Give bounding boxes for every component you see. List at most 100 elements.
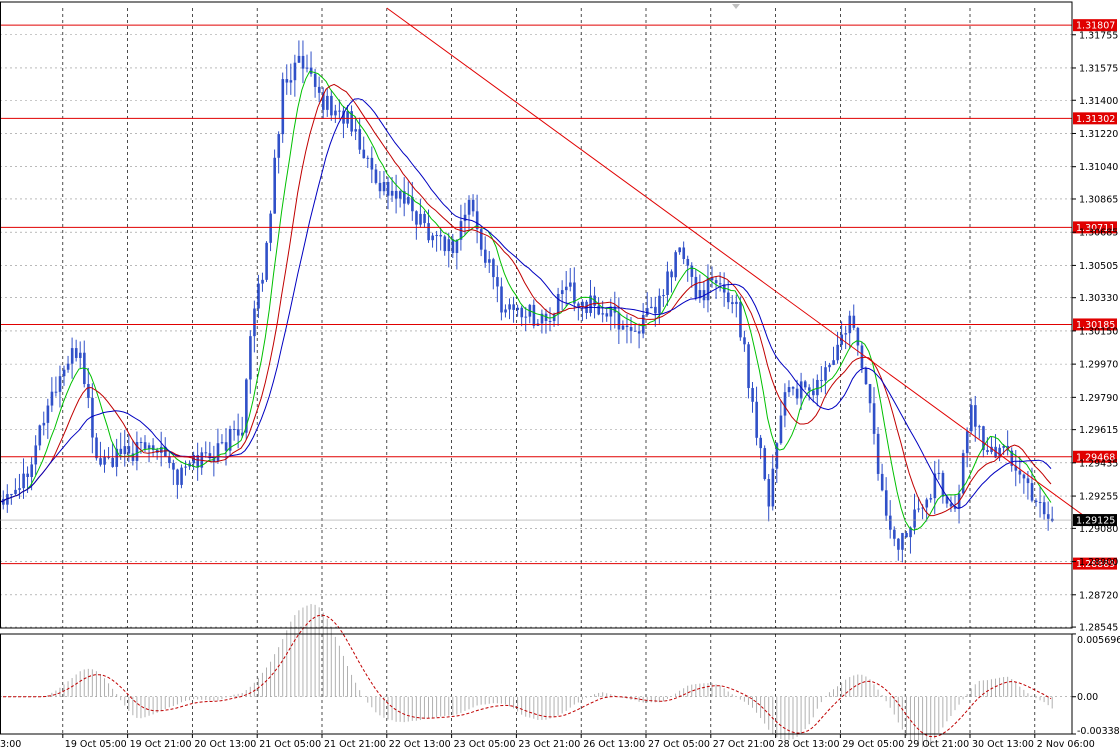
candle-body-1 — [2, 498, 5, 505]
candle-body-122 — [492, 259, 495, 278]
candle-body-30 — [119, 448, 123, 455]
candle-body-253 — [1022, 474, 1026, 479]
candle-body-136 — [548, 320, 552, 322]
candle-body-181 — [731, 302, 734, 305]
candle-body-61 — [245, 379, 248, 433]
candle-body-188 — [759, 437, 762, 449]
price-tick-label-16: 1.28900 — [1079, 557, 1118, 568]
candle-body-246 — [994, 446, 997, 458]
candle-body-245 — [990, 446, 993, 453]
candle-body-107 — [431, 235, 434, 241]
candle-body-49 — [196, 455, 200, 468]
candle-body-138 — [556, 294, 560, 315]
candle-body-32 — [127, 446, 131, 454]
candle-body-35 — [139, 441, 143, 443]
candle-body-62 — [249, 336, 252, 380]
candle-body-214 — [864, 368, 868, 385]
price-tick-label-4: 1.31040 — [1079, 162, 1118, 173]
candle-body-141 — [569, 282, 572, 287]
current-price-label: 1.29125 — [1076, 516, 1115, 527]
candle-body-97 — [390, 190, 394, 196]
candle-body-51 — [204, 452, 208, 454]
candle-body-54 — [216, 443, 220, 462]
time-tick-label-11: 27 Oct 21:00 — [713, 739, 775, 750]
time-tick-label-10: 27 Oct 05:00 — [648, 739, 710, 750]
candle-body-95 — [382, 181, 386, 192]
candle-body-231 — [933, 473, 937, 499]
level-label-bg-1 — [1073, 112, 1117, 125]
candle-body-81 — [326, 95, 329, 110]
candle-body-96 — [386, 181, 390, 196]
candle-body-119 — [479, 229, 483, 250]
candle-body-46 — [184, 466, 187, 468]
candle-body-25 — [99, 458, 102, 465]
candle-body-83 — [334, 110, 337, 116]
candle-body-24 — [95, 437, 98, 459]
candle-body-29 — [115, 448, 119, 467]
candle-body-219 — [884, 490, 888, 516]
candle-body-20 — [79, 352, 82, 358]
candle-body-209 — [844, 333, 848, 335]
candle-body-4 — [14, 489, 17, 494]
time-tick-label-15: 30 Oct 13:00 — [972, 739, 1034, 750]
candle-body-102 — [411, 196, 414, 212]
candle-body-137 — [552, 314, 556, 322]
candle-body-124 — [500, 286, 503, 313]
price-tick-label-14: 1.29255 — [1079, 492, 1118, 503]
horizontal-levels[interactable]: 1.31807 1.31302 1.30711 1.30185 1.29468 1.288… — [0, 19, 1117, 570]
candle-body-94 — [378, 182, 382, 192]
candle-body-45 — [180, 467, 183, 485]
candle-body-212 — [856, 327, 860, 346]
candle-body-71 — [285, 79, 289, 83]
time-tick-label-12: 28 Oct 13:00 — [778, 739, 840, 750]
candle-body-252 — [1018, 470, 1022, 475]
candle-body-248 — [1002, 445, 1005, 448]
candle-body-186 — [751, 388, 754, 402]
candle-body-22 — [87, 384, 90, 398]
candle-body-182 — [735, 301, 738, 305]
candle-body-220 — [889, 515, 892, 530]
candle-body-69 — [277, 134, 281, 158]
candle-body-254 — [1026, 478, 1030, 484]
level-label-2: 1.30711 — [1076, 223, 1115, 234]
grid — [0, 8, 1072, 734]
level-label-1: 1.31302 — [1076, 114, 1115, 125]
time-tick-label-6: 22 Oct 13:00 — [389, 739, 451, 750]
candle-body-123 — [496, 277, 499, 287]
candle-body-111 — [447, 239, 451, 252]
candle-body-206 — [832, 360, 835, 365]
candle-body-40 — [160, 446, 163, 453]
time-tick-label-14: 29 Oct 21:00 — [907, 739, 969, 750]
candle-body-259 — [1046, 514, 1050, 519]
candle-body-10 — [38, 425, 42, 446]
candle-body-88 — [354, 129, 357, 132]
candle-body-8 — [30, 464, 33, 477]
candle-body-239 — [965, 431, 969, 454]
candle-body-127 — [512, 304, 515, 310]
price-tick-label-11: 1.29790 — [1079, 393, 1118, 404]
time-tick-label-7: 23 Oct 05:00 — [454, 739, 516, 750]
candle-body-60 — [241, 432, 244, 436]
candle-body-48 — [192, 455, 195, 464]
candle-body-5 — [18, 488, 21, 490]
candle-body-9 — [34, 445, 38, 465]
candle-body-58 — [232, 429, 236, 431]
candle-body-63 — [253, 308, 256, 337]
candle-body-86 — [346, 111, 349, 124]
candle-body-16 — [62, 369, 66, 377]
candle-body-236 — [953, 506, 957, 509]
trendline-group[interactable] — [386, 7, 1084, 516]
candle-body-118 — [475, 211, 479, 230]
candle-body-126 — [508, 304, 511, 310]
candle-body-157 — [633, 330, 637, 332]
candle-body-240 — [970, 405, 973, 432]
price-tick-label-1: 1.31575 — [1079, 63, 1118, 74]
time-tick-label-16: 2 Nov 06:00 — [1037, 739, 1095, 750]
moving-averages — [0, 70, 1052, 531]
candle-body-215 — [868, 384, 872, 404]
price-tick-label-6: 1.30685 — [1079, 228, 1118, 239]
price-tick-label-18: 1.28545 — [1079, 623, 1118, 634]
candle-body-125 — [504, 309, 507, 313]
candle-body-56 — [224, 442, 228, 451]
